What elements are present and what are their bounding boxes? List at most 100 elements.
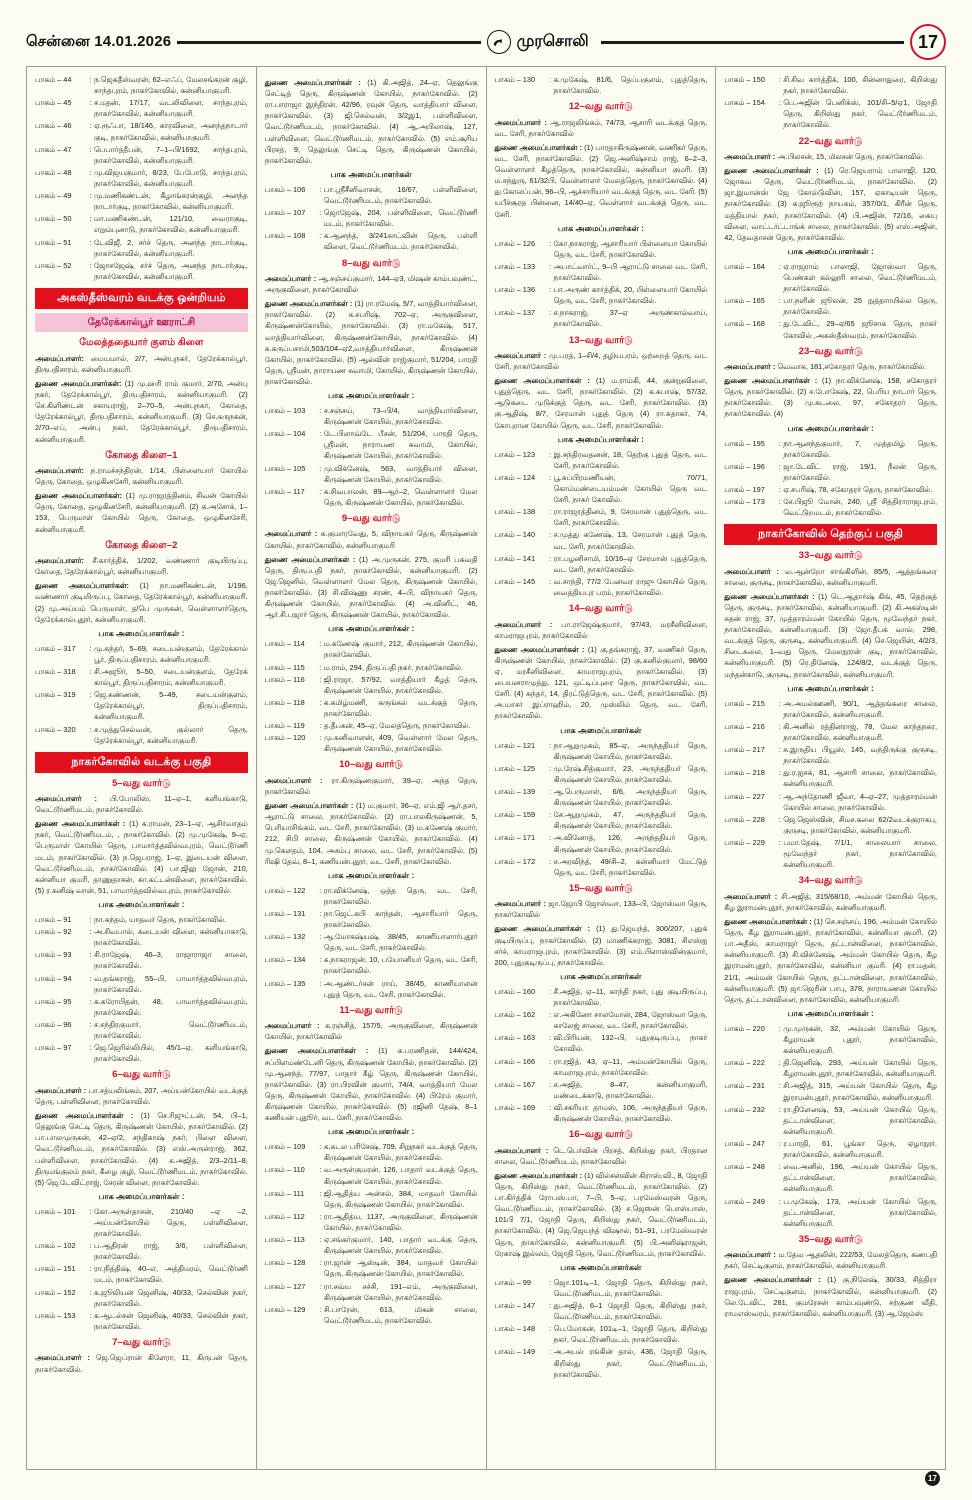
organiser-label: அமைப்பாளர் : (724, 151, 776, 161)
part-entry: பாகம் – 52: ஜோசஜேஷ், சர்ச் தெரு, அனந்த நா… (35, 260, 248, 282)
organiser-label: துணை அமைப்பாளர்கள் : (724, 916, 812, 926)
part-value: ச.சந்திரகுமார், வெட்டூர்ணிமடம், நாகர்கோவ… (94, 1019, 248, 1041)
part-value: ச.முத்து கணேஷ், 13, சேரமான் புதுத் தெரு,… (553, 530, 708, 551)
part-separator: : (89, 643, 92, 653)
part-separator: : (778, 461, 781, 471)
part-separator: : (89, 666, 92, 676)
part-separator: : (548, 810, 552, 820)
part-label: பாகம் – 93 (35, 950, 72, 960)
part-entry: பாகம் – 215: அ.அமல்ஊணி, 90/1, ஆத்தங்கரை ச… (724, 698, 937, 720)
organiser-label: அமைப்பாளர்: (35, 353, 85, 363)
part-value: து.டேவிட், 29–ஏ/65 ஜூசாக தெரு, நாகர் கோவ… (783, 319, 937, 340)
part-organisers-heading: பாக அமைப்பாளர்கள் : (787, 423, 874, 433)
part-value: வி.சகரியா தாமஸ், 106, அருந்ததியர் தெரு, … (553, 1103, 708, 1124)
part-organisers-heading: பாக அமைப்பாளர்கள் : (98, 900, 185, 909)
organiser-paragraph: துணை அமைப்பாளர்கள்: (1) மு.ஹரி ராம் குமா… (35, 378, 248, 444)
part-value: கோ.அருள்தாசன், 210/40 –ஏ –2, அய்யன்கோயில… (94, 1206, 248, 1239)
part-separator: : (548, 1056, 552, 1066)
part-value: மு.சுந்தர், 5–69, சடையன்குளம், தேரேக்கால… (94, 643, 248, 664)
part-label: பாகம் – 165 (724, 296, 765, 306)
part-value: ஏ.ரூஃபா, 18/146, காரவிளை, அனந்தநாடார் கு… (94, 121, 248, 142)
organiser-label: அமைப்பாளர் : (724, 1250, 776, 1260)
organiser-paragraph: துணை அமைப்பாளர்கள் : (1) கு.நிலேஷ், 30/3… (724, 1275, 937, 1318)
part-label: பாகம் – 318 (35, 666, 76, 676)
part-label: பாகம் – 139 (494, 786, 536, 796)
part-entry: பாகம் – 218: து.ர.ஐசக், 81, ஆசாரி சாலை, ந… (724, 767, 937, 789)
part-separator: : (319, 932, 322, 942)
part-entry: பாகம் – 151: ரா.நித்திஷ், 40–எ, அத்திமரம்… (35, 1263, 248, 1285)
organiser-label: அமைப்பாளர் : (35, 1353, 90, 1363)
organiser-paragraph: அமைப்பாளர் : க.குமாரவேது, 5, விநாயகர் தெ… (264, 529, 478, 550)
part-entry: பாகம் – 216: கி.அனில் ரத்தினராஜ், 78, மேல… (724, 721, 937, 743)
part-label: பாகம் – 131 (264, 908, 306, 918)
part-entry: பாகம் – 126: கோ.நாகராஜ், ஆசாரியார் பிள்ளை… (495, 238, 708, 260)
part-separator: : (89, 915, 92, 924)
part-separator: : (319, 1211, 322, 1221)
part-separator: : (319, 1304, 322, 1314)
part-label: பாகம் – 171 (494, 833, 536, 843)
part-entry: பாகம் – 228: ஜெ.ஜெஸ்வின், சிமச.கலை 62/2வட… (724, 814, 937, 836)
part-value: ச.அஜித், 8–47, கன்னியாகுமரி, மண்டைக்காடு… (553, 1079, 708, 1100)
part-entry: பாகம் – 47: பெபார்த்தீபன், 7–1–பி/1692, ச… (35, 144, 248, 166)
part-separator: : (319, 1188, 322, 1198)
organiser-paragraph: துணை அமைப்பாளர்கள் : (1) செ.ரிஜுட்டன், 5… (35, 1111, 248, 1187)
part-separator: : (319, 662, 322, 672)
part-label: பாகம் – 159 (494, 810, 536, 820)
part-separator: : (548, 1033, 552, 1043)
part-separator: : (319, 1165, 322, 1175)
organiser-label: துணை அமைப்பாளர்கள்: (35, 581, 129, 591)
part-label: பாகம் – 227 (724, 791, 765, 801)
branch-heading: கோதை கிளை–1 (105, 449, 178, 461)
part-label: பாகம் – 248 (724, 1162, 765, 1172)
part-value: இ.சந்திரவதனன், 18, தெற்கு புதுத் தெரு, வ… (553, 449, 708, 470)
part-value: மா.மணிகண்டன், 121/10, வைராகுடி, எறும்புன… (94, 214, 248, 235)
part-separator: : (319, 1281, 322, 1291)
part-value: க.ஆனந்த், 3/241காட்வின் தெரு, பள்ளி விளை… (323, 231, 478, 252)
part-label: பாகம் – 118 (264, 697, 305, 707)
part-value: சீ.அஜித், ஏ–11, காந்தி நகர், புது குடியி… (553, 986, 708, 1008)
part-separator: : (89, 927, 92, 937)
part-label: பாகம் – 147 (494, 1300, 536, 1310)
part-separator: : (548, 786, 552, 796)
part-label: பாகம் – 149 (494, 1347, 536, 1357)
part-entry: பாகம் – 104: டே.பிளாவ்டே பீசன், 51/204, ப… (265, 428, 478, 461)
masthead-rule-left (177, 40, 481, 44)
part-label: பாகம் – 215 (724, 698, 765, 708)
organiser-paragraph: அமைப்பாளர் : சி.அஜித், 315/68/10, அம்மன்… (724, 891, 938, 912)
part-organisers-heading: பாக அமைப்பாளர்கள் (560, 725, 642, 735)
part-value: ர.பாரதி, 61, பூங்கா தெரு, ஏழாநூர், நாகர்… (783, 1138, 937, 1160)
section-banner-pink: தேரேக்கால்பூர் ஊராட்சி (35, 312, 248, 333)
part-label: பாகம் – 108 (264, 231, 306, 241)
part-separator: : (778, 485, 781, 495)
part-label: பாகம் – 249 (724, 1196, 765, 1206)
ward-heading: 7–வது வார்டு (112, 1337, 171, 1349)
part-entry: பாகம் – 48: மு.விஜயகுமார், 8/23, பேபோடு, … (35, 167, 248, 189)
part-separator: : (319, 1235, 322, 1245)
part-value: வ.தங்கராஜ், 55–பி, பாமார்த்தவில்வபுரம், … (94, 973, 248, 994)
part-entry: பாகம் – 121: நா.ஆறுமுகம், 85–ஏ, அருந்ததிய… (495, 740, 708, 762)
part-separator: : (89, 1264, 92, 1274)
part-label: பாகம் – 132 (264, 932, 306, 942)
part-separator: : (548, 856, 552, 866)
part-value: ச.மதன், 17/17, வடலிவிளை, சாந்தபுரம், நாக… (94, 98, 248, 119)
part-value: த.தீபகன், 45–ஏ, மேலத்தெரு, நாகர்கோவில். (323, 721, 471, 731)
organiser-paragraph: அமைப்பாளர் : ம.தேவ ஆதலின், 222/53, மேலத்… (724, 1250, 937, 1271)
part-entry: பாகம் – 140: ச.முத்து கணேஷ், 13, சேரமான் … (495, 529, 708, 551)
part-organisers-heading: பாக அமைப்பாளர்கள் : (98, 1191, 185, 1201)
part-entry: பாகம் – 249: ப.முகேஷ், 173, அய்யன் கோயில்… (724, 1196, 937, 1229)
part-entry: பாகம் – 96: ச.சந்திரகுமார், வெட்டூர்ணிமடம… (35, 1019, 248, 1041)
part-entry: பாகம் – 318: சி.அஜூர், 5–50, சடையன்குளம்,… (35, 666, 248, 688)
part-value: அ.ஆண்டர்சன் ராய், 38/45, காணியாளன் புதுத… (323, 978, 478, 999)
part-separator: : (778, 814, 781, 824)
part-entry: பாகம் – 108: க.ஆனந்த், 3/241காட்வின் தெரு… (265, 230, 478, 252)
part-organisers-heading: பாக அமைப்பாளர்கள் : (328, 870, 415, 880)
part-entry: பாகம் – 109: க.கடல பரிசேஷ், 709, சிறுநகர்… (265, 1141, 478, 1163)
organiser-label: துணை அமைப்பாளர்கள் : (264, 299, 353, 309)
part-entry: பாகம் – 97: ஜெ.ஜெரில்லியில், 45/1–ஏ, களிய… (35, 1042, 248, 1064)
part-value: டேவிஜீ, 2, சர்ச் தெரு, அனந்த நாடார்குடி,… (94, 237, 248, 258)
ward-heading: 15–வது வார்டு (568, 882, 633, 894)
part-separator: : (778, 75, 781, 84)
part-value: ரா.சவ்ய சச்சி, 191–எம், அருகுவிளை, கிருஷ… (323, 1281, 478, 1302)
part-label: பாகம் – 125 (494, 763, 536, 773)
part-value: ச.முத்துசெல்வன், குல்லார் தெரு, தேரேக்கா… (94, 724, 248, 745)
